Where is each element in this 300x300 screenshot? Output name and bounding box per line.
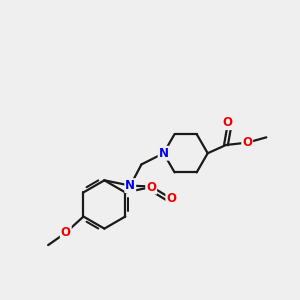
Text: O: O xyxy=(61,226,71,239)
Text: O: O xyxy=(242,136,252,149)
Text: O: O xyxy=(146,181,156,194)
Text: O: O xyxy=(222,116,232,129)
Text: N: N xyxy=(158,147,169,160)
Text: O: O xyxy=(166,192,176,205)
Text: N: N xyxy=(125,179,135,192)
